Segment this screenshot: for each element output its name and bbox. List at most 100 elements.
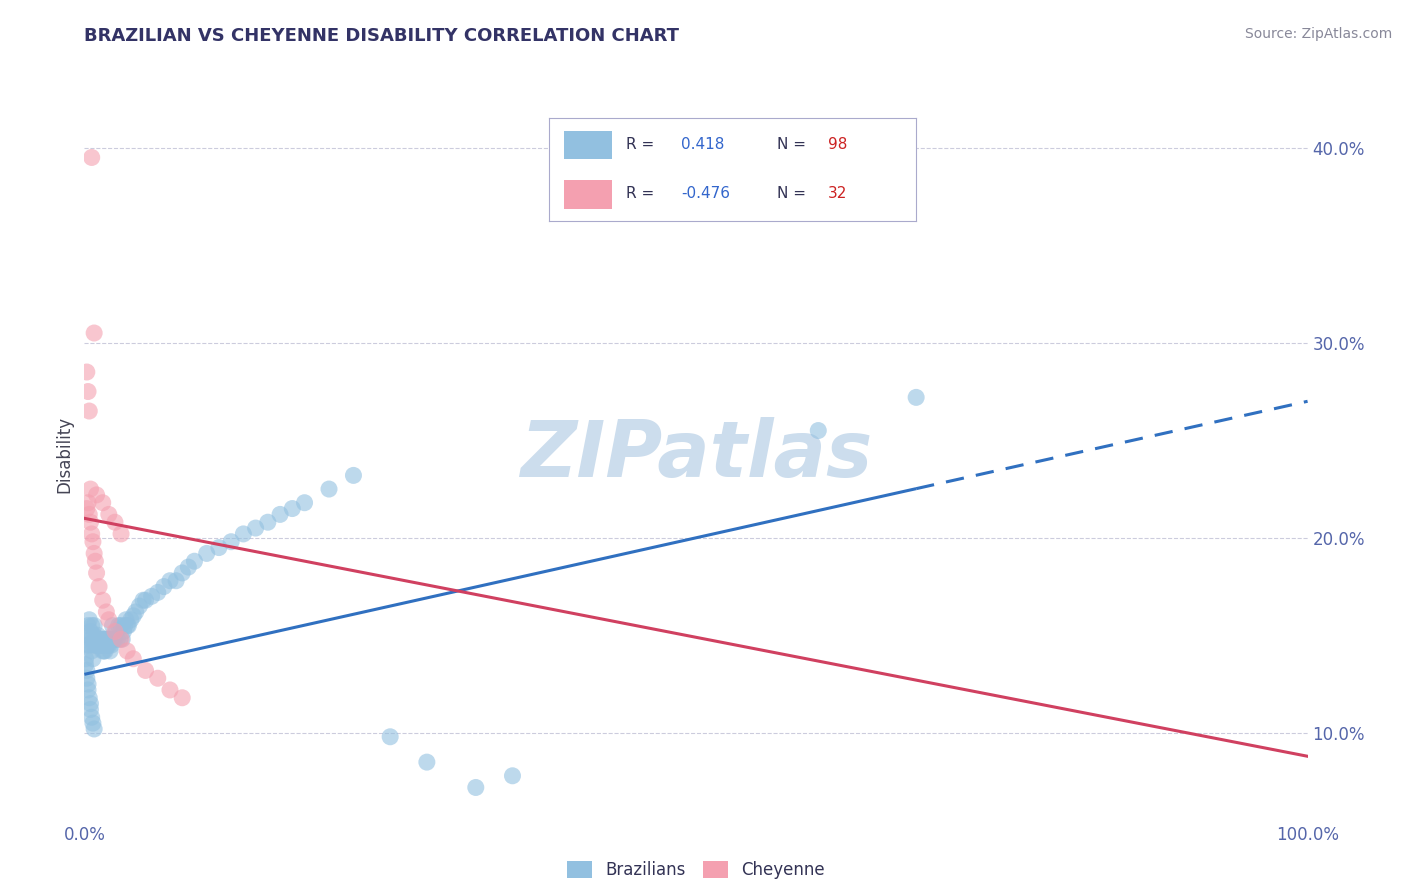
Point [77,677,100,691]
Point [294,496,316,510]
Point [80,527,103,541]
Point [122,652,145,666]
Point [112,624,135,639]
Point [183,554,205,568]
Point [110,618,132,632]
Text: Source: ZipAtlas.com: Source: ZipAtlas.com [1244,27,1392,41]
Point [110,632,132,647]
Point [77,682,100,697]
Point [111,632,134,647]
Point [77,628,100,642]
Point [83,326,105,340]
Point [159,574,181,588]
Point [114,618,136,632]
Point [100,632,122,647]
Point [172,566,194,580]
Point [807,424,830,438]
Point [86,566,108,580]
Point [79,515,101,529]
Point [120,613,142,627]
Point [91,593,114,607]
Point [132,593,155,607]
Point [76,638,98,652]
Point [219,534,242,549]
Point [115,618,138,632]
Point [115,613,138,627]
Point [100,638,122,652]
Point [159,682,181,697]
Point [94,644,117,658]
Point [502,769,524,783]
Point [105,624,128,639]
Point [165,574,187,588]
Point [77,638,100,652]
Point [80,151,103,165]
Point [77,384,100,399]
Point [97,613,120,627]
Point [90,632,112,647]
Point [77,613,100,627]
Point [91,644,114,658]
Point [87,632,110,647]
Point [146,671,169,685]
Point [82,652,104,666]
Point [76,671,98,685]
Text: ZIPatlas: ZIPatlas [520,417,872,493]
Point [281,501,304,516]
Legend: Brazilians, Cheyenne: Brazilians, Cheyenne [561,854,831,886]
Point [80,710,103,724]
Point [91,496,114,510]
Point [141,590,163,604]
Point [318,482,340,496]
Point [177,560,200,574]
Point [96,632,118,647]
Point [86,632,108,647]
Point [77,496,100,510]
Point [86,488,108,502]
Point [195,546,218,560]
Point [77,690,100,705]
Point [75,657,97,672]
Point [380,730,402,744]
Point [93,632,115,647]
Point [80,644,103,658]
Point [89,638,111,652]
Point [232,527,254,541]
Point [98,632,121,647]
Point [77,618,100,632]
Point [87,628,110,642]
Point [83,722,105,736]
Point [128,599,150,613]
Point [342,468,364,483]
Point [135,664,157,678]
Point [76,365,98,379]
Point [77,404,100,418]
Point [79,702,101,716]
Point [172,690,194,705]
Point [97,638,120,652]
Point [79,624,101,639]
Point [105,632,128,647]
Point [86,638,108,652]
Point [79,482,101,496]
Point [97,638,120,652]
Text: BRAZILIAN VS CHEYENNE DISABILITY CORRELATION CHART: BRAZILIAN VS CHEYENNE DISABILITY CORRELA… [84,27,679,45]
Point [87,638,110,652]
Point [97,632,120,647]
Point [122,608,145,623]
Point [96,605,118,619]
Point [83,546,105,560]
Point [76,664,98,678]
Point [83,618,105,632]
Point [96,638,118,652]
Point [82,638,104,652]
Point [75,652,97,666]
Point [97,508,120,522]
Point [93,644,115,658]
Point [97,632,120,647]
Point [98,644,121,658]
Point [110,527,132,541]
Point [84,632,107,647]
Point [80,618,103,632]
Point [104,632,127,647]
